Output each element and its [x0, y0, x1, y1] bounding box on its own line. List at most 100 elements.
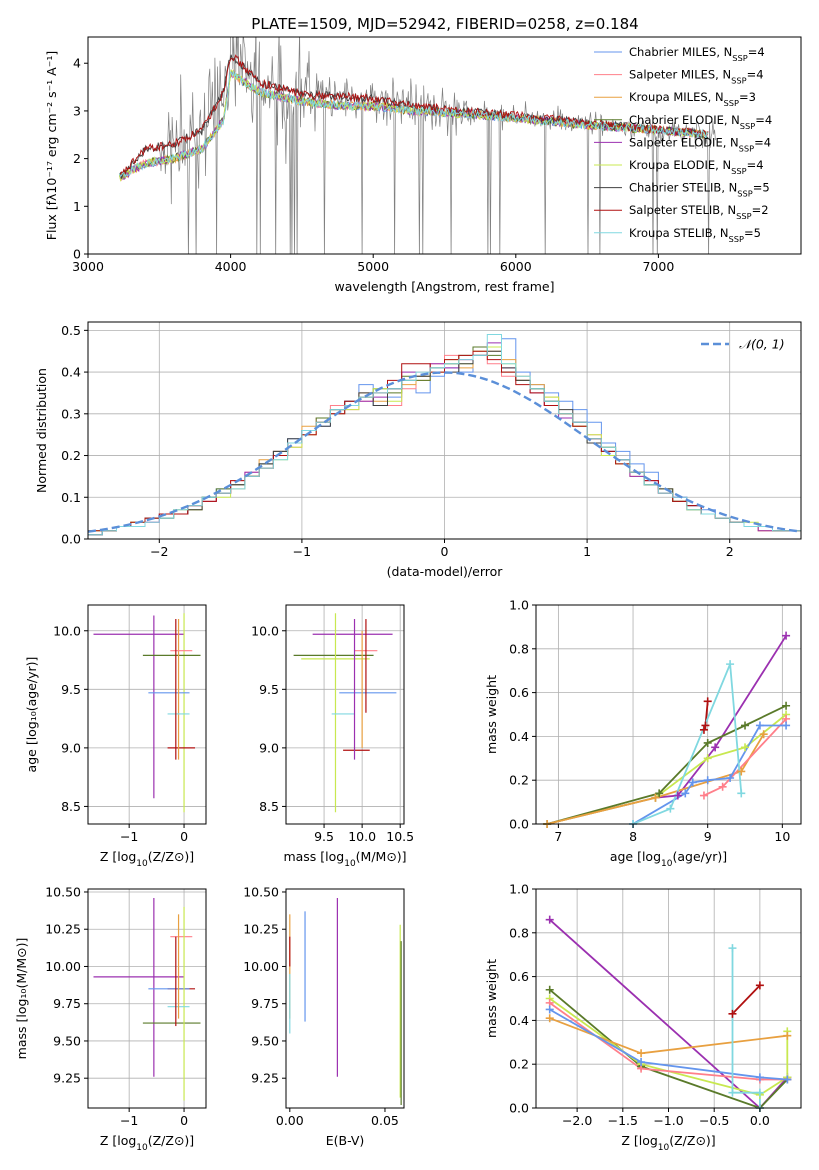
y-tick-label: 10.0: [251, 623, 279, 638]
y-axis-label: Flux [fλ10⁻¹⁷ erg cm⁻² s⁻¹ A⁻¹]: [44, 51, 59, 240]
weight-marker: [755, 981, 764, 990]
weight-marker: [782, 701, 791, 710]
x-tick-label: 0: [180, 1113, 188, 1128]
y-tick-label: 8.5: [259, 799, 279, 814]
weight-marker: [759, 730, 768, 739]
model-spectrum-line: [118, 69, 709, 178]
weight-marker: [673, 791, 682, 800]
weight-marker: [703, 776, 712, 785]
weight-marker: [755, 1073, 764, 1082]
y-tick-label: 9.5: [259, 682, 279, 697]
panel-weight_vs_age: 7 8 9 10 0.0 0.2 0.4 0.6 0.8 1.0 age [log10(age/yr…: [484, 598, 802, 869]
weight-marker: [688, 778, 697, 787]
weight-line: [549, 919, 788, 1108]
weight-marker: [681, 789, 690, 798]
y-tick-label: 0.6: [509, 685, 529, 700]
y-tick-label: 0: [73, 247, 81, 262]
legend-label: Kroupa MILES, NSSP=3: [629, 90, 756, 108]
legend-label: Chabrier ELODIE, NSSP=4: [629, 113, 772, 131]
weight-marker: [728, 1009, 737, 1018]
weight-line: [546, 704, 787, 824]
weight-line: [546, 733, 765, 824]
x-axis-label: E(B-V): [326, 1133, 365, 1148]
weight-line: [632, 663, 743, 824]
x-axis-label: (data-model)/error: [387, 564, 504, 579]
weight-marker: [545, 915, 554, 924]
x-tick-label: −1.0: [653, 1113, 683, 1128]
x-tick-label: 9.5: [314, 829, 334, 844]
x-tick-label: 10.0: [348, 829, 376, 844]
weight-line: [703, 718, 787, 797]
y-tick-label: 9.50: [251, 1033, 279, 1048]
x-axis-label: mass [log10(M/M⊙)]: [283, 849, 406, 869]
weight-marker: [651, 793, 660, 802]
y-tick-label: 9.0: [61, 740, 81, 755]
panel-mass_vs_EBV: 0.00 0.05 9.25 9.50 9.75 10.00 10.25 10.50 E(B-V…: [243, 884, 405, 1148]
legend-label: Salpeter STELIB, NSSP=2: [629, 203, 769, 221]
plot-area: [93, 897, 201, 1101]
x-tick-label: 7: [554, 829, 562, 844]
plot-area: [549, 919, 789, 1108]
axes-frame: [87, 888, 207, 1109]
weight-marker: [637, 1049, 646, 1058]
y-tick-label: 10.25: [45, 922, 81, 937]
weight-marker: [703, 738, 712, 747]
y-tick-label: 0.2: [509, 773, 529, 788]
plot-area: [88, 334, 801, 536]
weight-marker: [728, 944, 737, 953]
x-tick-label: 3000: [72, 259, 104, 274]
y-tick-label: 8.5: [61, 799, 81, 814]
y-tick-label: 1: [73, 199, 81, 214]
x-tick-label: 1: [583, 544, 591, 559]
y-tick-label: 10.50: [243, 884, 279, 899]
weight-marker: [783, 1075, 792, 1084]
figure-title: PLATE=1509, MJD=52942, FIBERID=0258, z=0…: [251, 15, 638, 33]
x-tick-label: 0: [180, 829, 188, 844]
plot-area: [293, 613, 397, 813]
x-axis-label: wavelength [Angstrom, rest frame]: [334, 279, 554, 294]
plot-area: [546, 635, 787, 824]
y-tick-label: 0.0: [61, 532, 81, 547]
panel-weight_vs_Z: −2.0 −1.5 −1.0 −0.5 0.0 0.0 0.2 0.4 0.6 0.8 1.0 Z […: [484, 882, 802, 1153]
panel-spectrum: 3000 4000 5000 6000 7000 0 1 2 3 4 wavelength [Ang…: [44, 36, 802, 294]
weight-marker: [666, 804, 675, 813]
weight-marker: [703, 697, 712, 706]
weight-marker: [701, 721, 710, 730]
weight-line: [731, 984, 761, 1015]
y-tick-label: 9.75: [53, 996, 81, 1011]
x-tick-label: −1: [293, 544, 311, 559]
x-tick-label: −2.0: [562, 1113, 592, 1128]
x-tick-label: 0: [441, 544, 449, 559]
y-tick-label: 10.0: [53, 623, 81, 638]
y-tick-label: 2: [73, 151, 81, 166]
weight-marker: [699, 791, 708, 800]
y-tick-label: 0.2: [509, 1057, 529, 1072]
axes-frame: [87, 36, 802, 255]
plot-area: [118, 37, 716, 254]
weight-marker: [703, 754, 712, 763]
weight-marker: [741, 721, 750, 730]
y-tick-label: 10.50: [45, 884, 81, 899]
weight-marker: [737, 767, 746, 776]
y-tick-label: 0.4: [509, 1013, 529, 1028]
y-tick-label: 10.00: [243, 959, 279, 974]
y-tick-label: 1.0: [509, 882, 529, 897]
x-tick-label: 10.5: [386, 829, 414, 844]
y-tick-label: 0.2: [61, 448, 81, 463]
plot-area: [289, 897, 402, 1106]
y-tick-label: 0.3: [61, 406, 81, 421]
x-tick-label: −1: [120, 829, 138, 844]
y-axis-label: mass weight: [484, 959, 499, 1038]
axes-frame: [535, 604, 802, 825]
x-axis-label: Z [log10(Z/Z⊙)]: [100, 849, 194, 869]
y-tick-label: 0.8: [509, 925, 529, 940]
x-tick-label: 2: [726, 544, 734, 559]
legend-label: Salpeter ELODIE, NSSP=4: [629, 135, 771, 153]
weight-marker: [718, 782, 727, 791]
y-tick-label: 10.25: [243, 922, 279, 937]
y-tick-label: 0.8: [509, 641, 529, 656]
histogram-step: [88, 334, 801, 536]
x-axis-label: age [log10(age/yr)]: [610, 849, 727, 869]
x-tick-label: 5000: [357, 259, 389, 274]
